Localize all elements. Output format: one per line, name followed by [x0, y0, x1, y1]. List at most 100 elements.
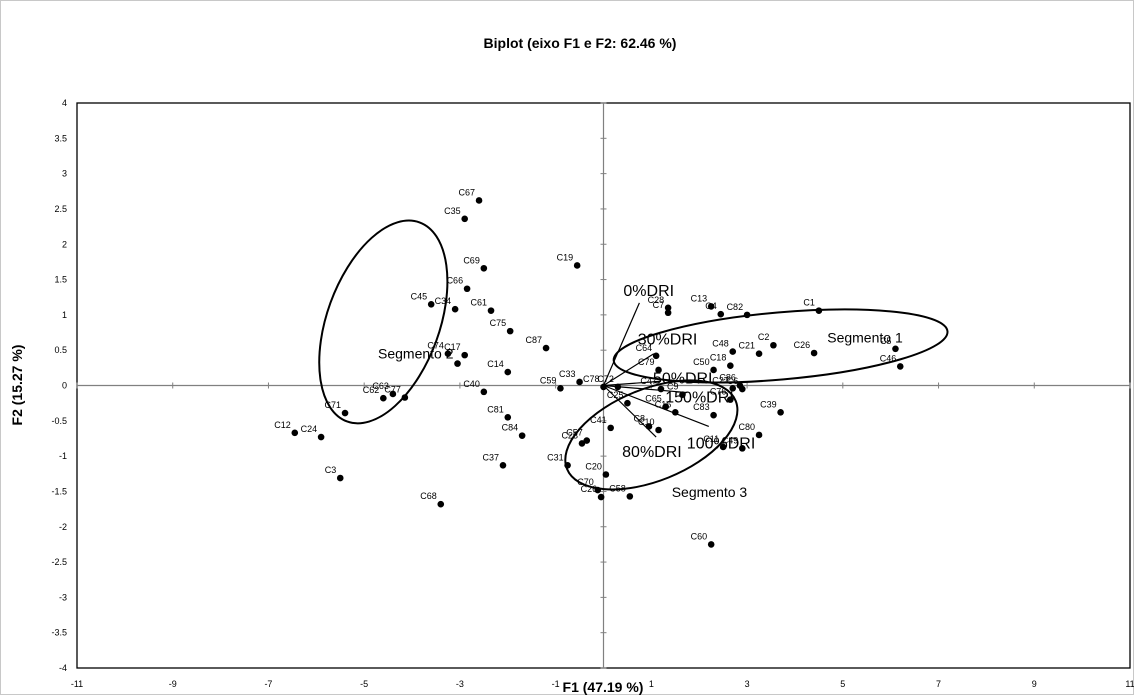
- observation-label: C37: [482, 452, 499, 462]
- observation-point: [755, 431, 763, 439]
- observation-label: C64: [636, 343, 653, 353]
- observation-label: C6: [727, 376, 739, 386]
- observation-label: C57: [566, 428, 583, 438]
- x-tick-label: 7: [936, 679, 941, 689]
- observation-point: [727, 362, 734, 370]
- observation-point: [655, 366, 662, 374]
- observation-label: C3: [325, 465, 337, 475]
- y-axis-title: F2 (15.27 %): [9, 345, 25, 426]
- x-tick-label: -5: [360, 679, 368, 689]
- observation-label: C50: [693, 357, 710, 367]
- observation-point: [624, 399, 631, 407]
- observation-point: [291, 429, 299, 437]
- observation-point: [557, 385, 564, 392]
- observation-label: C35: [444, 206, 461, 216]
- observation-point: [594, 486, 602, 494]
- observation-label: C79: [638, 357, 655, 367]
- observation-label: C31: [547, 452, 564, 462]
- segment-ellipse: [318, 219, 449, 425]
- observation-point: [739, 385, 746, 393]
- observation-label: C12: [274, 420, 291, 430]
- y-tick-label: 4: [62, 98, 67, 108]
- observation-label: C11: [703, 434, 719, 444]
- observation-point: [739, 445, 746, 452]
- x-tick-label: -9: [169, 679, 177, 689]
- observation-label: C14: [487, 359, 504, 369]
- observation-label: C76: [710, 387, 727, 397]
- observation-point: [707, 541, 715, 548]
- observation-point: [506, 327, 514, 335]
- y-tick-label: -3: [59, 592, 67, 602]
- observation-label: C40: [463, 379, 480, 389]
- observation-label: C41: [590, 415, 607, 425]
- variable-vector: [603, 384, 710, 428]
- observation-point: [499, 462, 507, 469]
- x-tick-label: 5: [840, 679, 845, 689]
- observation-label: C47: [640, 376, 657, 386]
- observation-label: C16: [655, 399, 672, 409]
- observation-point: [444, 350, 452, 358]
- y-tick-label: 0.5: [54, 345, 67, 355]
- observation-point: [664, 309, 672, 317]
- y-tick-label: 3.5: [54, 133, 67, 143]
- segment-label: Segmento 3: [672, 484, 748, 500]
- observation-label: C62: [363, 385, 380, 395]
- observation-label: C8: [633, 413, 645, 423]
- observation-label: C20: [585, 461, 602, 471]
- observation-point: [743, 311, 751, 319]
- observation-point: [380, 394, 387, 402]
- observation-point: [401, 394, 409, 401]
- x-tick-label: -3: [456, 679, 464, 689]
- observation-point: [729, 385, 737, 392]
- observation-point: [815, 307, 823, 314]
- observation-point: [475, 197, 483, 204]
- observation-point: [717, 310, 725, 318]
- observation-label: C63: [372, 381, 389, 391]
- observation-label: C69: [463, 255, 480, 265]
- observation-label: C26: [581, 484, 598, 494]
- x-tick-label: -1: [552, 679, 560, 689]
- observation-label: C74: [427, 341, 444, 351]
- variable-label: 80%DRI: [622, 444, 682, 461]
- x-tick-label: 3: [745, 679, 750, 689]
- observation-label: C13: [691, 293, 708, 303]
- y-tick-label: -1.5: [51, 486, 67, 496]
- observation-label: C27: [712, 375, 729, 385]
- y-tick-label: 2: [62, 239, 67, 249]
- observation-label: C21: [739, 341, 756, 351]
- observation-point: [727, 396, 734, 403]
- observation-label: C68: [420, 491, 437, 501]
- observation-label: C18: [710, 353, 727, 363]
- observation-label: C65: [645, 394, 662, 404]
- observation-label: C24: [301, 424, 318, 434]
- observation-label: C58: [609, 483, 626, 493]
- observation-point: [602, 471, 610, 478]
- observation-label: C87: [526, 335, 543, 345]
- observation-point: [463, 285, 471, 293]
- observation-point: [578, 440, 586, 447]
- observation-point: [719, 443, 727, 451]
- observation-point: [626, 493, 634, 500]
- observation-point: [600, 383, 607, 391]
- x-tick-label: 1: [649, 679, 654, 689]
- observation-point: [480, 264, 488, 272]
- observation-label: C49: [722, 435, 739, 445]
- y-tick-label: 1.5: [54, 275, 67, 285]
- y-tick-label: -0.5: [51, 416, 67, 426]
- observation-point: [614, 383, 622, 391]
- observation-point: [810, 349, 818, 357]
- observation-label: C59: [540, 375, 557, 385]
- observation-point: [504, 413, 512, 421]
- y-tick-label: -3.5: [51, 628, 67, 638]
- observation-point: [317, 433, 325, 441]
- observation-point: [655, 426, 662, 434]
- observation-point: [564, 462, 571, 469]
- observation-point: [504, 368, 512, 376]
- chart-title: Biplot (eixo F1 e F2: 62.46 %): [484, 35, 677, 51]
- observation-label: C5: [880, 336, 892, 346]
- observation-point: [710, 411, 717, 419]
- variable-label: 50%DRI: [653, 370, 713, 387]
